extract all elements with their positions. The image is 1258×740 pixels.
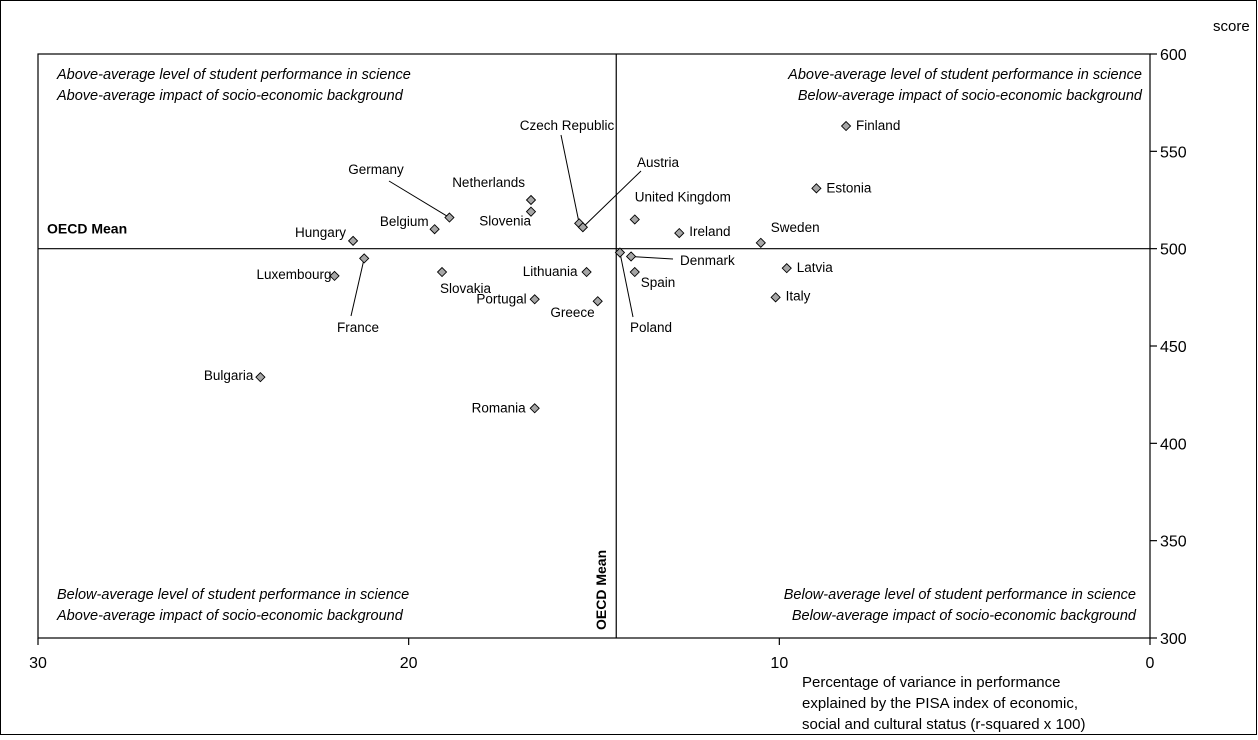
point-label-lithuania: Lithuania [523, 264, 578, 279]
leader-line-germany [388, 180, 450, 218]
point-label-ireland: Ireland [689, 224, 730, 239]
point-denmark [625, 251, 637, 262]
point-france [359, 253, 370, 264]
point-estonia [811, 183, 822, 194]
oecd-mean-horizontal-label: OECD Mean [47, 221, 127, 237]
point-finland [840, 120, 852, 132]
point-label-hungary: Hungary [295, 225, 346, 240]
point-label-sweden: Sweden [771, 220, 820, 235]
x-tick-label: 10 [770, 655, 788, 672]
data-points [255, 120, 852, 414]
point-portugal [529, 294, 540, 305]
y-axis: 600 550 500 450 400 350 300 [1150, 47, 1187, 648]
quadrant-label-bottom-right: Below-average impact of socio-economic b… [792, 608, 1137, 624]
point-label-slovakia: Slovakia [440, 281, 492, 296]
point-label-luxembourg: Luxembourg [256, 267, 331, 282]
point-latvia [781, 262, 792, 274]
point-label-france: France [337, 320, 379, 335]
x-axis: 30 20 10 0 [29, 638, 1155, 672]
leader-line-france [350, 258, 365, 317]
point-belgium [429, 224, 440, 235]
point-labels: Finland Estonia Czech Republic Austria Germa… [204, 118, 900, 415]
leader-line-denmark [631, 255, 674, 260]
point-sweden [755, 237, 766, 248]
leader-line-czech-republic [560, 134, 580, 224]
quadrant-label-top-right: Below-average impact of socio-economic b… [798, 88, 1143, 104]
y-tick-label: 450 [1160, 339, 1187, 356]
plot-area [37, 53, 1151, 639]
quadrant-label-bottom-right: Below-average level of student performan… [784, 587, 1136, 603]
point-label-united-kingdom: United Kingdom [635, 189, 731, 204]
point-label-portugal: Portugal [476, 291, 526, 306]
y-tick-label: 600 [1160, 47, 1187, 64]
point-label-finland: Finland [856, 118, 900, 133]
y-tick-label: 300 [1160, 631, 1187, 648]
point-label-austria: Austria [637, 155, 680, 170]
quadrant-labels: Above-average level of student performan… [56, 67, 1143, 624]
point-label-poland: Poland [630, 320, 672, 335]
y-tick-label: 550 [1160, 144, 1187, 161]
point-label-estonia: Estonia [826, 180, 872, 195]
point-label-czech-republic: Czech Republic [520, 118, 615, 133]
x-axis-title-line-3: social and cultural status (r-squared x … [802, 716, 1085, 733]
point-label-latvia: Latvia [797, 260, 834, 275]
point-label-belgium: Belgium [380, 214, 429, 229]
quadrant-label-bottom-left: Above-average impact of socio-economic b… [56, 608, 404, 624]
point-slovakia [436, 266, 448, 278]
point-romania [529, 403, 540, 414]
x-axis-title-line-1: Percentage of variance in performance [802, 674, 1060, 691]
leader-lines [350, 134, 674, 318]
leader-line-austria [582, 170, 642, 228]
point-slovenia [525, 206, 537, 217]
y-tick-label: 500 [1160, 242, 1187, 259]
point-label-italy: Italy [786, 288, 811, 303]
point-poland [614, 247, 626, 258]
point-greece [592, 296, 603, 307]
point-label-spain: Spain [641, 275, 676, 290]
point-label-bulgaria: Bulgaria [204, 368, 254, 383]
point-bulgaria [255, 372, 266, 383]
x-tick-label: 0 [1146, 655, 1155, 672]
x-tick-label: 20 [400, 655, 418, 672]
x-axis-title-line-2: explained by the PISA index of economic, [802, 695, 1078, 712]
y-tick-label: 400 [1160, 436, 1187, 453]
point-label-germany: Germany [348, 162, 404, 177]
point-label-netherlands: Netherlands [452, 175, 525, 190]
quadrant-label-top-left: Above-average impact of socio-economic b… [56, 88, 404, 104]
quadrant-label-bottom-left: Below-average level of student performan… [57, 587, 409, 603]
point-label-denmark: Denmark [680, 253, 735, 268]
point-ireland [674, 227, 685, 239]
point-austria [577, 222, 589, 233]
x-tick-label: 30 [29, 655, 47, 672]
point-label-slovenia: Slovenia [479, 214, 531, 229]
y-tick-label: 350 [1160, 534, 1187, 551]
point-lithuania [581, 266, 592, 278]
point-hungary [347, 235, 359, 247]
point-united-kingdom [629, 214, 640, 225]
point-label-romania: Romania [472, 400, 527, 415]
quadrant-label-top-left: Above-average level of student performan… [56, 67, 411, 83]
quadrant-label-top-right: Above-average level of student performan… [787, 67, 1142, 83]
point-italy [770, 292, 781, 303]
oecd-mean-vertical-label: OECD Mean [593, 550, 609, 630]
point-spain [629, 266, 640, 278]
y-axis-title: score [1213, 18, 1250, 35]
point-netherlands [525, 194, 537, 206]
mean-lines: OECD Mean OECD Mean [38, 54, 1150, 638]
leader-line-poland [619, 252, 634, 318]
point-label-greece: Greece [550, 305, 594, 320]
point-luxembourg [329, 270, 340, 282]
point-germany [444, 212, 455, 223]
